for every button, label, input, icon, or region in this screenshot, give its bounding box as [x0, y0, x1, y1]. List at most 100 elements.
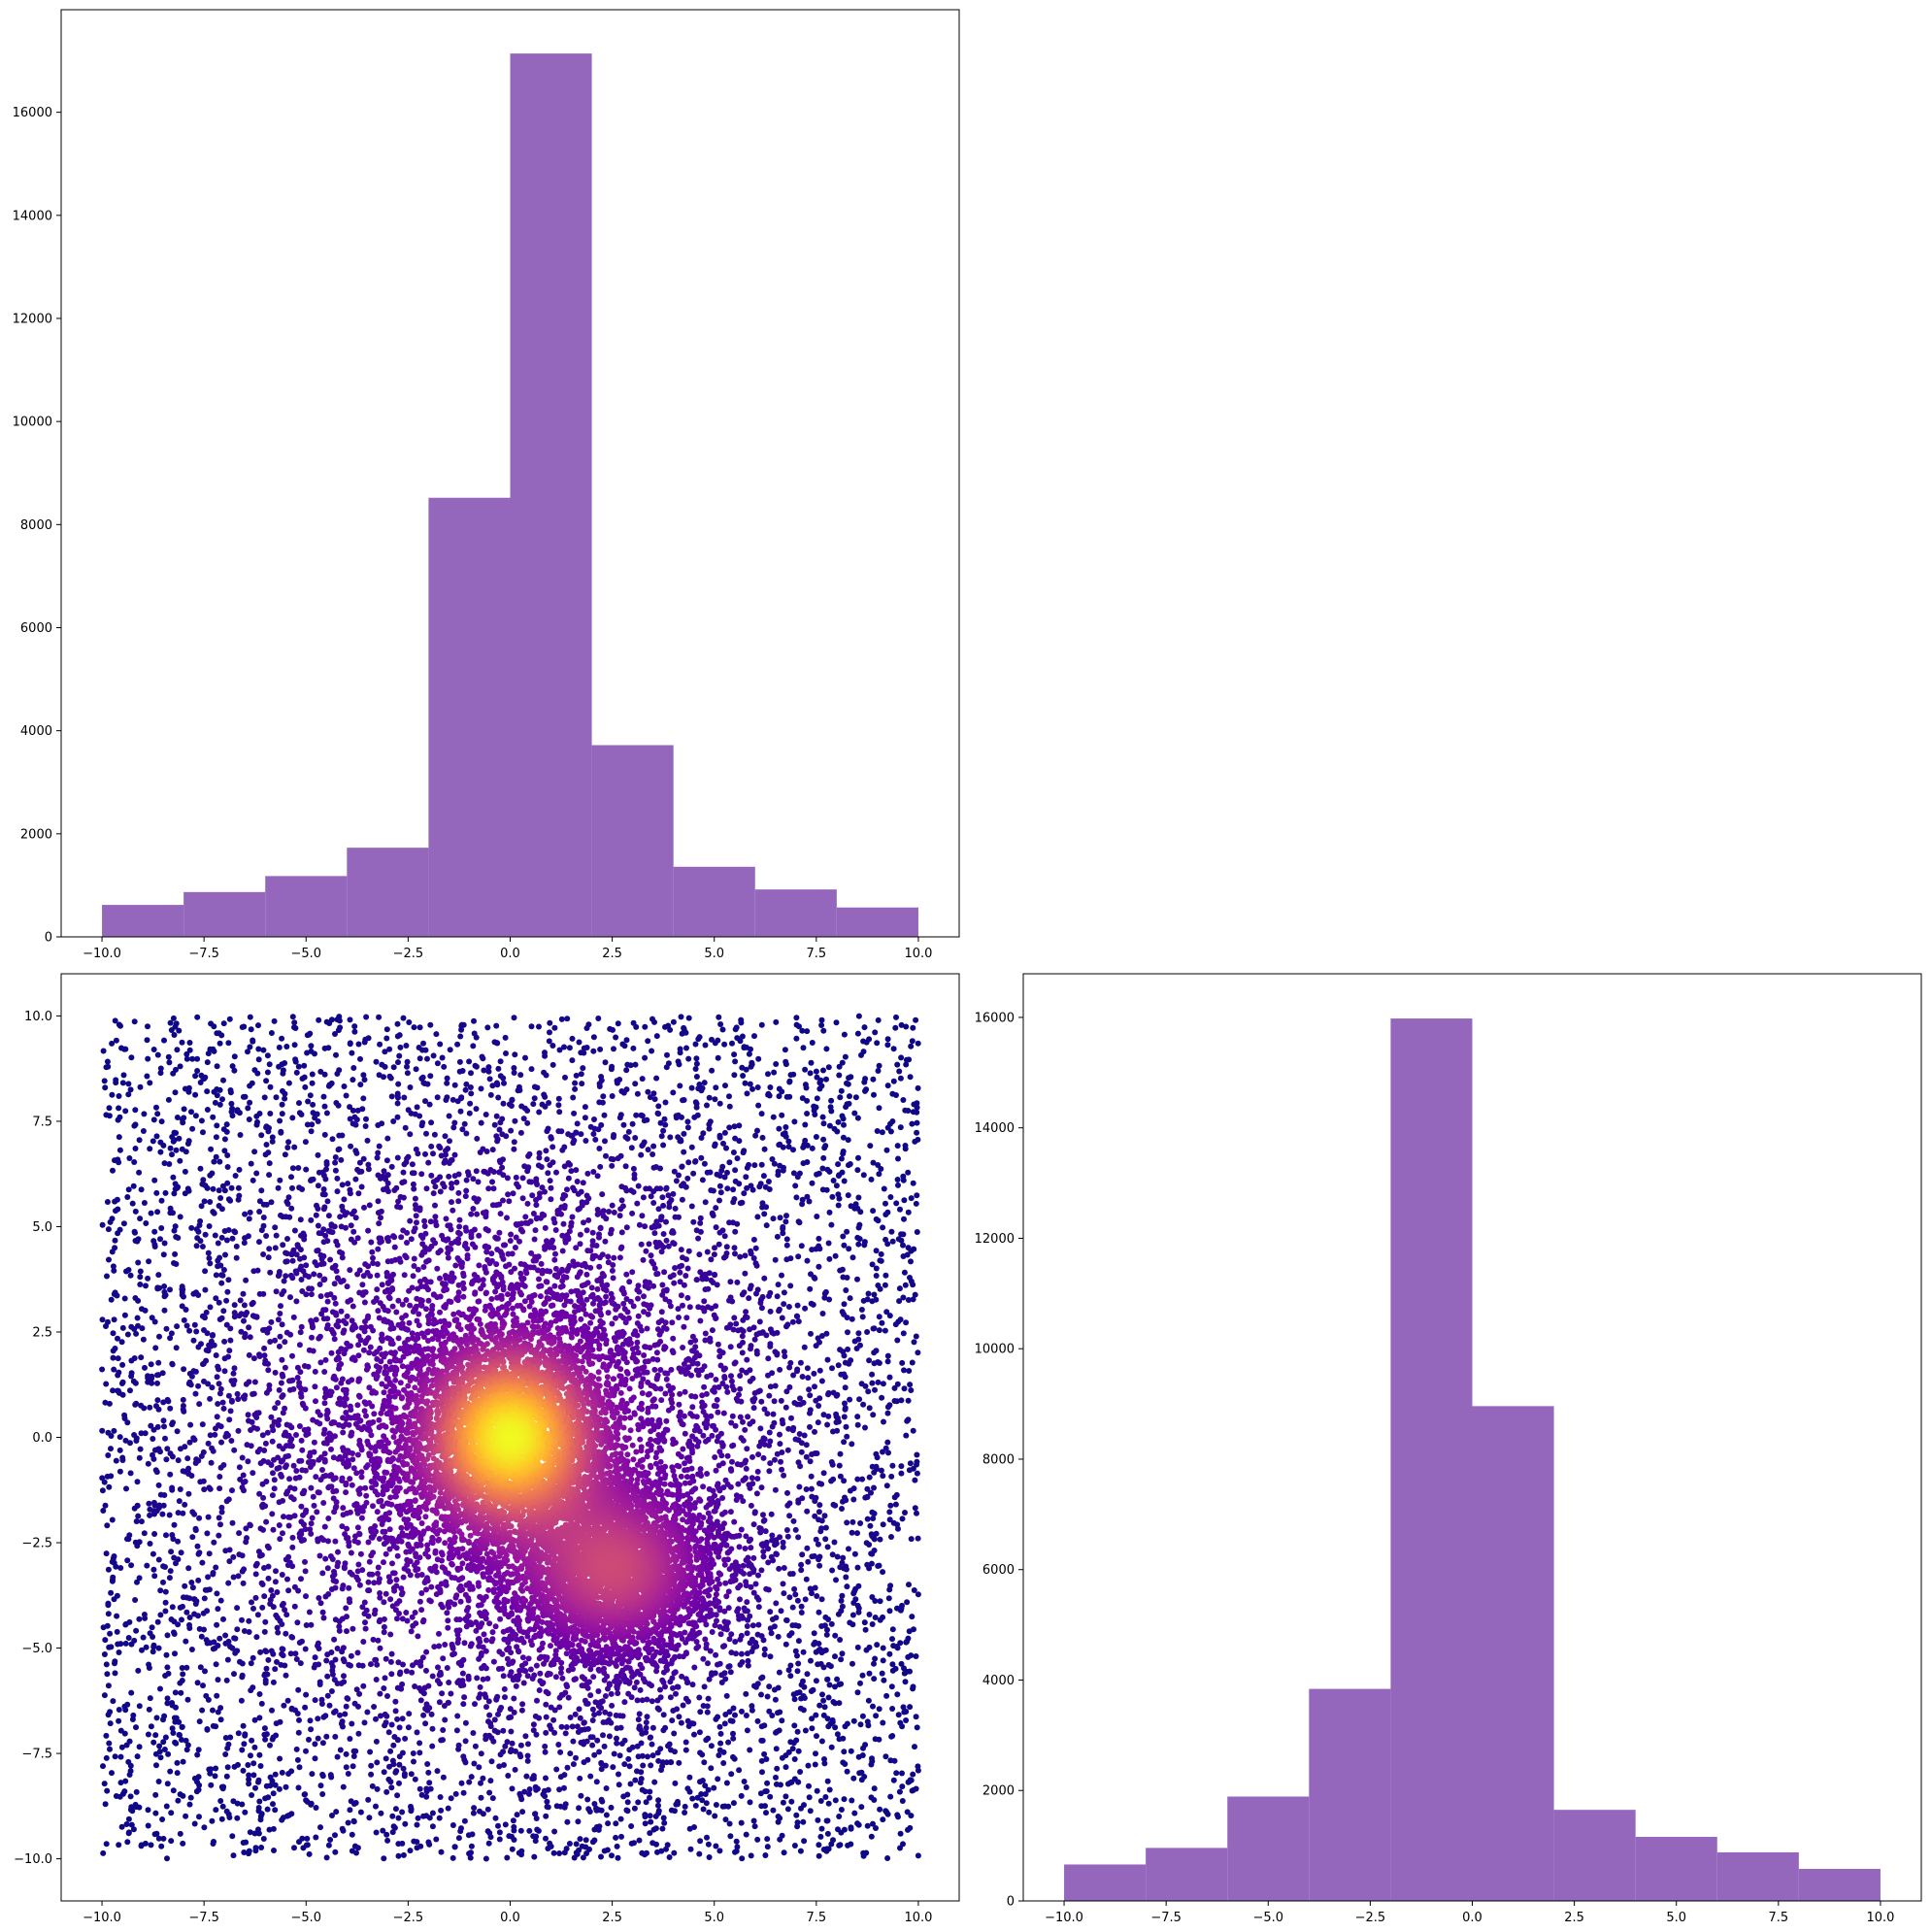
- bottom-left-scatter-point: [871, 1091, 877, 1098]
- bottom-left-scatter-point: [134, 1753, 141, 1760]
- bottom-left-scatter-point: [201, 1595, 208, 1602]
- bottom-left-scatter-point: [903, 1023, 910, 1030]
- bottom-left-scatter-point: [414, 1821, 420, 1828]
- bottom-left-scatter-point: [873, 1248, 880, 1254]
- bottom-left-scatter-point: [285, 1080, 292, 1086]
- bottom-left-scatter-point: [683, 1183, 689, 1190]
- bottom-left-scatter-point: [127, 1086, 134, 1093]
- bottom-left-scatter-point: [664, 1842, 671, 1849]
- bottom-left-scatter-point: [812, 1428, 817, 1435]
- bottom-left-scatter-point: [213, 1807, 219, 1814]
- bottom-left-scatter-point: [620, 1089, 627, 1096]
- bottom-left-scatter-point: [664, 1051, 670, 1058]
- bottom-left-scatter-point: [429, 1743, 436, 1749]
- bottom-left-scatter-point: [441, 1159, 448, 1166]
- bottom-left-scatter-point: [800, 1160, 807, 1167]
- bottom-left-scatter-point: [685, 1248, 692, 1254]
- bottom-left-scatter-point: [604, 1847, 611, 1853]
- bottom-left-scatter-point: [744, 1599, 750, 1606]
- bottom-left-scatter-point: [832, 1724, 839, 1731]
- bottom-left-scatter-point: [911, 1587, 917, 1593]
- bottom-left-scatter-point: [155, 1645, 162, 1651]
- bottom-left-scatter-point: [663, 1237, 670, 1244]
- bottom-left-scatter-point: [741, 1045, 748, 1051]
- bottom-left-scatter-point: [623, 1807, 630, 1814]
- bottom-left-scatter-point: [423, 1185, 430, 1192]
- bottom-left-scatter-point: [101, 1781, 108, 1787]
- bottom-left-scatter-point: [444, 1075, 450, 1082]
- bottom-left-scatter-point: [392, 1806, 399, 1813]
- bottom-left-scatter-point: [647, 1813, 653, 1819]
- bottom-left-scatter-point: [471, 1017, 477, 1024]
- bottom-left-scatter-point: [576, 1706, 583, 1713]
- bottom-left-scatter-point: [181, 1106, 187, 1113]
- bottom-left-scatter-point: [509, 1740, 516, 1747]
- bottom-left-scatter-point: [520, 1116, 527, 1122]
- bottom-left-scatter-point: [292, 1707, 299, 1714]
- bottom-left-scatter-point: [871, 1660, 877, 1667]
- bottom-left-scatter-point: [894, 1812, 901, 1818]
- bottom-left-scatter-point: [905, 1297, 912, 1303]
- bottom-left-scatter-point: [474, 1135, 481, 1142]
- bottom-left-scatter-point: [773, 1774, 779, 1781]
- bottom-left-scatter-point: [639, 1697, 646, 1704]
- bottom-left-scatter-point: [599, 1191, 606, 1198]
- bottom-left-scatter-point: [494, 1138, 501, 1145]
- bottom-left-scatter-point: [292, 1025, 299, 1031]
- bottom-left-scatter-point: [401, 1179, 408, 1185]
- bottom-left-scatter-point: [751, 1682, 757, 1689]
- bottom-left-scatter-point: [790, 1170, 797, 1177]
- bottom-left-scatter-point: [221, 1148, 228, 1154]
- bottom-left-scatter-point: [307, 1092, 314, 1099]
- bottom-left-scatter-point: [424, 1055, 430, 1062]
- bottom-left-scatter-point: [494, 1040, 501, 1047]
- bottom-left-scatter-point: [760, 1454, 767, 1461]
- bottom-left-scatter-point: [336, 1017, 343, 1024]
- bottom-left-scatter-point: [914, 1470, 920, 1477]
- bottom-left-scatter-point: [530, 1101, 537, 1108]
- bottom-left-scatter-point: [632, 1081, 639, 1087]
- bottom-left-scatter-point: [112, 1670, 118, 1677]
- bottom-left-scatter-point: [861, 1619, 868, 1626]
- bottom-left-scatter-point: [828, 1108, 835, 1115]
- bottom-left-scatter-point: [402, 1735, 409, 1742]
- bottom-left-scatter-point: [758, 1691, 764, 1698]
- bottom-left-scatter-point: [417, 1697, 424, 1704]
- bottom-left-scatter-point: [310, 1101, 316, 1108]
- bottom-left-scatter-point: [774, 1765, 781, 1772]
- bottom-left-scatter-point: [234, 1626, 241, 1633]
- bottom-left-scatter-point: [660, 1712, 667, 1718]
- bottom-left-scatter-point: [271, 1485, 278, 1492]
- bottom-left-scatter-point: [191, 1321, 198, 1328]
- bottom-left-scatter-point: [347, 1807, 353, 1814]
- bottom-left-scatter-point: [650, 1200, 657, 1206]
- bottom-left-scatter-point: [112, 1017, 118, 1024]
- top-left-ytick-label: 16000: [13, 106, 52, 120]
- bottom-left-scatter-point: [523, 1773, 530, 1780]
- bottom-left-scatter-point: [217, 1716, 224, 1723]
- bottom-left-scatter-point: [127, 1440, 133, 1447]
- bottom-left-scatter-point: [462, 1086, 469, 1093]
- bottom-left-scatter-point: [166, 1161, 173, 1167]
- bottom-left-scatter-point: [727, 1717, 734, 1724]
- bottom-left-scatter-point: [542, 1093, 549, 1100]
- bottom-left-scatter-point: [727, 1669, 734, 1676]
- bottom-left-scatter-point: [750, 1589, 757, 1596]
- bottom-left-scatter-point: [223, 1128, 230, 1135]
- bottom-left-scatter-point: [786, 1632, 793, 1639]
- bottom-left-scatter-point: [471, 1805, 478, 1812]
- top-left-xtick-label: −10.0: [83, 947, 121, 961]
- bottom-left-scatter-point: [246, 1351, 252, 1358]
- bottom-left-scatter-point: [416, 1785, 423, 1792]
- bottom-left-scatter-point: [442, 1716, 449, 1723]
- bottom-left-scatter-point: [348, 1143, 354, 1149]
- bottom-left-scatter-point: [713, 1651, 719, 1658]
- bottom-left-scatter-point: [341, 1673, 347, 1680]
- bottom-left-scatter-point: [596, 1710, 602, 1716]
- bottom-left-scatter-point: [615, 1155, 621, 1162]
- bottom-left-scatter-point: [443, 1097, 449, 1103]
- bottom-left-scatter-point: [742, 1270, 749, 1277]
- bottom-left-scatter-point: [753, 1262, 760, 1269]
- bottom-left-scatter-point: [771, 1160, 778, 1167]
- bottom-left-scatter-point: [319, 1740, 326, 1747]
